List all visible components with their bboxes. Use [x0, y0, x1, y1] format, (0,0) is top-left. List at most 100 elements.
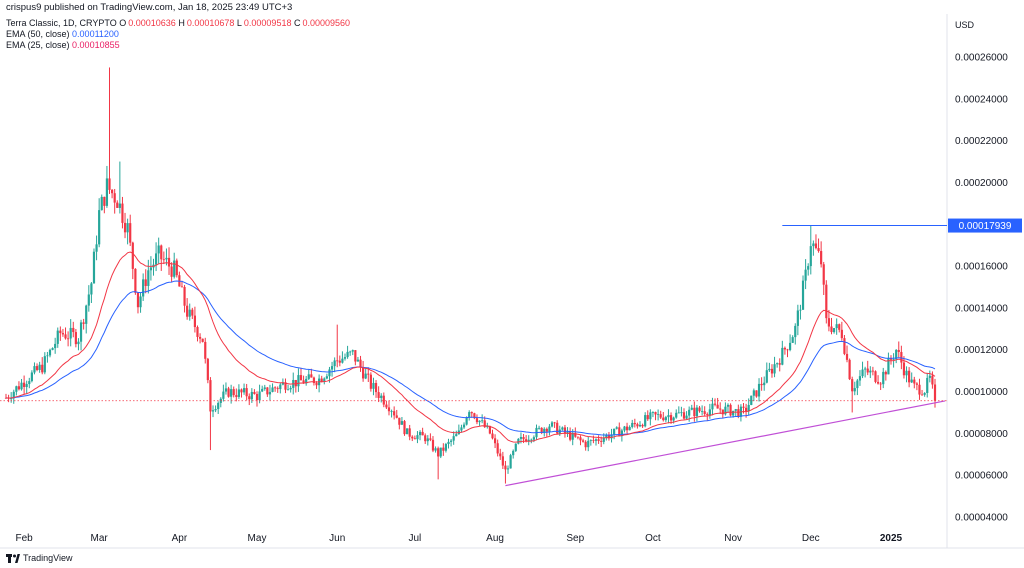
published-line: crispus9 published on TradingView.com, J… [6, 2, 293, 13]
candle-body [664, 417, 667, 421]
candle-body [157, 245, 160, 254]
candle-body [690, 407, 693, 410]
candle-body [481, 420, 484, 422]
candle-body [28, 381, 31, 385]
high-value: 0.00010678 [186, 18, 235, 28]
candle-body [258, 391, 261, 401]
candle-body [706, 414, 709, 416]
ema25-row: EMA (25, close) 0.00010855 [6, 40, 350, 51]
candle-body [336, 360, 339, 362]
candle-body [623, 426, 626, 431]
candle-body [711, 403, 714, 410]
candle-body [312, 377, 316, 384]
candle-body [895, 349, 898, 360]
y-tick-label: 0.00020000 [955, 178, 1008, 189]
candle-body [10, 398, 13, 400]
candle-body [571, 432, 574, 440]
candle-body [95, 244, 98, 252]
candle-body [820, 251, 823, 265]
x-tick-label: Nov [724, 533, 742, 544]
candle-body [263, 387, 266, 389]
candle-body [142, 279, 145, 297]
candle-body [362, 367, 365, 379]
tradingview-logo-icon [6, 553, 20, 563]
candle-body [154, 253, 158, 265]
candle-body [439, 447, 442, 457]
candle-body [566, 431, 569, 433]
candle-body [851, 379, 854, 392]
candle-body [843, 338, 846, 354]
candle-body [470, 412, 473, 414]
candle-body [193, 315, 197, 328]
candle-body [286, 389, 290, 391]
ema25-line [5, 251, 936, 443]
candle-body [248, 396, 251, 400]
candle-body [460, 427, 463, 431]
candle-body [343, 357, 347, 359]
candle-body [69, 327, 72, 339]
candles [4, 67, 937, 484]
candle-body [411, 436, 414, 439]
candle-body [685, 415, 688, 419]
candle-body [180, 286, 184, 288]
candle-body [781, 347, 784, 365]
candle-body [374, 382, 378, 393]
candle-body [657, 414, 660, 415]
candle-body [175, 260, 178, 276]
x-tick-label: Oct [645, 533, 661, 544]
candle-body [900, 351, 903, 363]
candle-body [786, 349, 789, 351]
candle-body [224, 388, 228, 392]
candle-body [889, 358, 893, 360]
candle-body [561, 427, 564, 430]
candle-body [514, 443, 517, 451]
candle-body [77, 341, 80, 345]
candle-body [628, 427, 631, 431]
candle-body [323, 378, 326, 382]
currency-label: USD [955, 20, 975, 30]
candle-body [455, 434, 458, 437]
time-axis: Feb Mar Apr May Jun Jul Aug Sep Oct Nov Dec 2025 [15, 533, 902, 544]
candle-body [305, 378, 308, 384]
candle-body [822, 264, 825, 285]
candle-body [499, 453, 502, 457]
candle-body [770, 368, 774, 374]
candle-body [550, 422, 554, 427]
x-tick-label: Mar [91, 533, 109, 544]
candle-body [581, 440, 585, 442]
candle-body [92, 251, 96, 284]
open-key: O [119, 18, 127, 28]
candle-body [592, 440, 595, 441]
candle-body [832, 328, 836, 333]
candle-body [915, 383, 918, 385]
candle-body [408, 428, 411, 437]
candle-body [110, 189, 114, 194]
candle-body [620, 430, 623, 437]
candle-body [845, 353, 849, 360]
candle-body [641, 424, 644, 427]
candle-body [421, 431, 424, 436]
candle-body [931, 375, 934, 385]
candle-body [74, 332, 77, 345]
candle-body [506, 468, 510, 470]
candle-body [452, 436, 455, 441]
candle-body [646, 415, 649, 420]
candle-body [532, 437, 535, 440]
candle-body [25, 384, 28, 388]
candle-body [540, 427, 543, 434]
candle-body [574, 432, 577, 437]
candle-body [23, 382, 26, 388]
candle-body [794, 325, 797, 338]
candle-body [732, 410, 735, 416]
candle-body [444, 444, 448, 451]
candle-body [926, 377, 929, 393]
candle-body [856, 380, 859, 389]
candle-body [129, 223, 132, 243]
candle-body [840, 329, 843, 339]
candle-body [776, 363, 779, 365]
candle-body [61, 333, 65, 335]
candle-body [108, 178, 111, 190]
ema50-value: 0.00011200 [72, 29, 119, 39]
candle-body [742, 406, 745, 408]
